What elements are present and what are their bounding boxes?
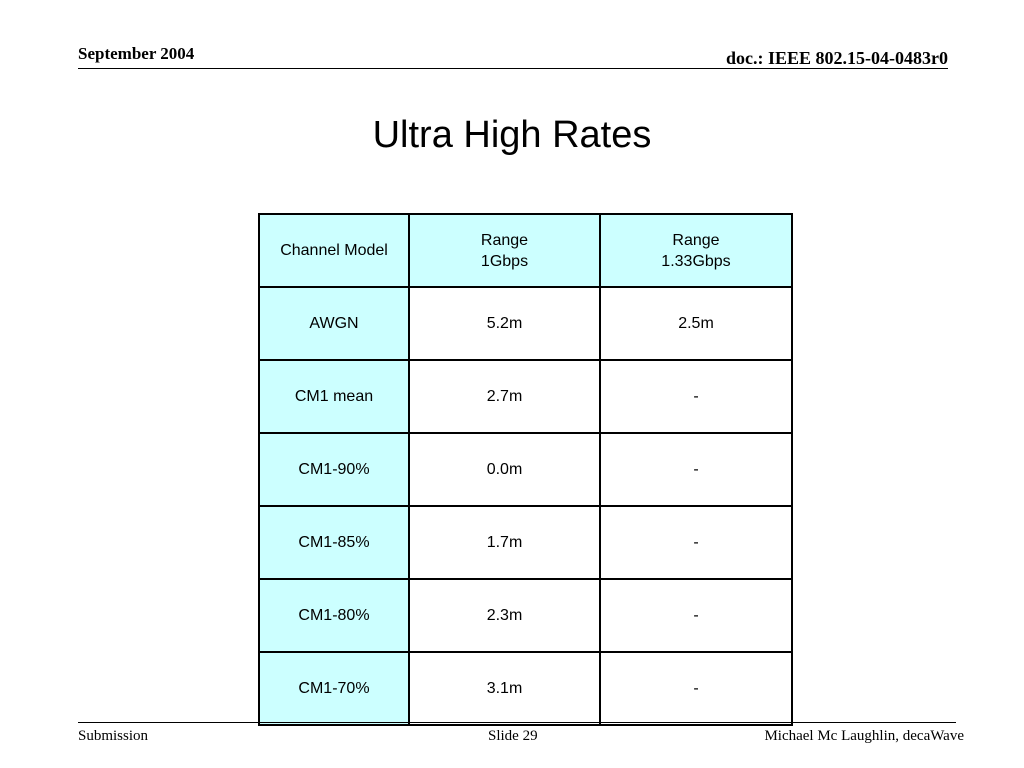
range-133gbps-cell: - (599, 651, 793, 726)
table-row: CM1 mean 2.7m - (258, 359, 793, 434)
header-divider (78, 68, 948, 69)
row-label-cell: CM1-85% (258, 505, 410, 580)
footer-submission: Submission (78, 728, 149, 744)
header-cell-text: Channel Model (280, 242, 388, 259)
range-1gbps-cell: 1.7m (408, 505, 601, 580)
table-row: CM1-90% 0.0m - (258, 432, 793, 507)
header-date: September 2004 (78, 44, 195, 63)
footer-author: Michael Mc Laughlin, decaWave (764, 728, 964, 744)
header-cell-range-133gbps: Range 1.33Gbps (599, 213, 793, 288)
range-133gbps-cell: - (599, 505, 793, 580)
header-cell-line2: 1.33Gbps (661, 252, 731, 270)
row-label-cell: CM1-90% (258, 432, 410, 507)
range-1gbps-cell: 5.2m (408, 286, 601, 361)
footer-divider (78, 722, 956, 723)
table-row: CM1-80% 2.3m - (258, 578, 793, 653)
range-1gbps-cell: 2.7m (408, 359, 601, 434)
header-doc-id: doc.: IEEE 802.15-04-0483r0 (726, 48, 948, 68)
range-133gbps-cell: - (599, 432, 793, 507)
row-label-cell: CM1-70% (258, 651, 410, 726)
header-cell-range-1gbps: Range 1Gbps (408, 213, 601, 288)
header-cell-channel-model: Channel Model (258, 213, 410, 288)
range-1gbps-cell: 0.0m (408, 432, 601, 507)
row-label-cell: AWGN (258, 286, 410, 361)
footer-slide-number: Slide 29 (488, 728, 538, 744)
row-label-cell: CM1 mean (258, 359, 410, 434)
range-1gbps-cell: 2.3m (408, 578, 601, 653)
range-133gbps-cell: - (599, 578, 793, 653)
range-1gbps-cell: 3.1m (408, 651, 601, 726)
row-label-cell: CM1-80% (258, 578, 410, 653)
table-row: CM1-85% 1.7m - (258, 505, 793, 580)
range-133gbps-cell: 2.5m (599, 286, 793, 361)
header-cell-line2: 1Gbps (480, 252, 529, 270)
table-row: CM1-70% 3.1m - (258, 651, 793, 726)
slide-title: Ultra High Rates (372, 114, 652, 156)
range-133gbps-cell: - (599, 359, 793, 434)
header-cell-line1: Range (480, 231, 529, 249)
header-cell-line1: Range (672, 231, 720, 249)
range-table: Channel Model Range 1Gbps Range 1.33Gbps… (258, 213, 793, 726)
table-header-row: Channel Model Range 1Gbps Range 1.33Gbps (258, 213, 793, 288)
table-row: AWGN 5.2m 2.5m (258, 286, 793, 361)
